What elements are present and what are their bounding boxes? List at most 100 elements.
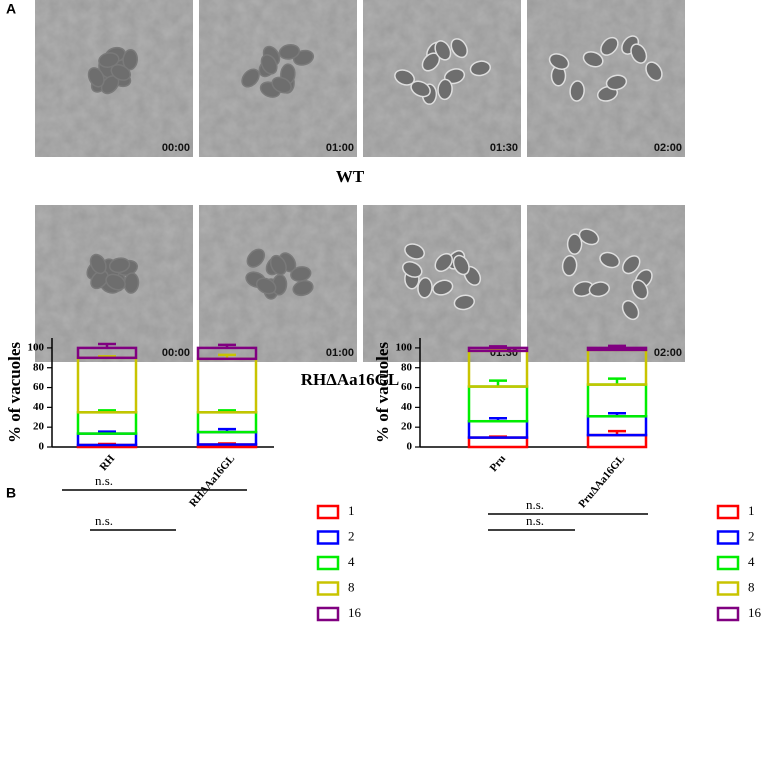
cell [645, 61, 663, 82]
timestamp: 01:00 [326, 142, 354, 154]
legend-label: 8 [748, 579, 755, 594]
error-bar [98, 342, 116, 348]
cell [89, 253, 107, 275]
panel-label: A [6, 1, 16, 17]
bar-segment [76, 356, 138, 414]
legend-label: 16 [348, 605, 362, 620]
cell [241, 68, 260, 88]
y-tick-label: 60 [33, 381, 45, 393]
cell [410, 80, 431, 98]
row-label: WT [336, 167, 365, 186]
cell [450, 38, 468, 59]
cell [605, 74, 628, 91]
cell [402, 261, 423, 278]
panel-label: B [6, 485, 16, 501]
y-tick-label: 100 [28, 341, 45, 353]
legend-label: 16 [748, 605, 762, 620]
cell [631, 279, 649, 300]
cell [108, 257, 131, 274]
cell [417, 277, 433, 299]
legend-label: 2 [748, 528, 755, 543]
cell [290, 266, 312, 282]
cell [404, 243, 425, 260]
timestamp: 01:30 [490, 142, 518, 154]
legend-label: 1 [748, 503, 755, 518]
legend-swatch [716, 530, 740, 545]
cell [600, 36, 619, 56]
significance-label: n.s. [526, 497, 544, 512]
cell [434, 252, 453, 273]
cell [621, 255, 641, 275]
cell [621, 300, 640, 321]
error-bar [489, 345, 507, 348]
y-tick-label: 0 [39, 441, 45, 453]
legend-swatch [316, 606, 340, 622]
y-tick-label: 40 [401, 401, 413, 413]
cell [394, 69, 415, 86]
legend-swatch [716, 581, 740, 596]
y-tick-label: 0 [407, 441, 413, 453]
cell [260, 54, 278, 75]
cell [630, 43, 648, 64]
cell [588, 281, 610, 298]
cell [278, 43, 301, 60]
timestamp: 02:00 [654, 347, 682, 359]
cell [87, 67, 105, 88]
timestamp: 01:00 [326, 347, 354, 359]
y-tick-label: 60 [401, 381, 413, 393]
bar-segment [586, 383, 648, 418]
bar-segment [467, 436, 529, 449]
y-tick-label: 100 [396, 341, 413, 353]
legend-label: 4 [348, 554, 355, 569]
legend-label: 2 [348, 528, 355, 543]
cell [110, 64, 132, 81]
cell [432, 279, 454, 296]
cell [548, 53, 570, 70]
cell [255, 277, 277, 295]
significance-label: n.s. [95, 513, 113, 528]
legend-swatch [316, 504, 340, 520]
cell [271, 76, 292, 94]
cell [561, 254, 578, 277]
cell [599, 251, 621, 269]
legend-swatch [716, 504, 740, 520]
y-axis-label: % of vacuoles [5, 342, 24, 443]
legend-label: 1 [348, 503, 355, 518]
cell [569, 80, 585, 102]
cell [566, 233, 583, 255]
cell [596, 85, 619, 102]
legend-label: 8 [348, 579, 355, 594]
cell [246, 248, 266, 268]
cell [452, 254, 470, 276]
y-axis-label: % of vacuoles [373, 342, 392, 443]
cell [98, 52, 120, 68]
y-tick-label: 80 [33, 361, 45, 373]
timestamp: 02:00 [654, 142, 682, 154]
cell [453, 294, 475, 311]
cell [269, 254, 287, 276]
row-label: RHΔAa16GL [301, 370, 400, 389]
cell [434, 40, 452, 61]
x-tick-label: RH [97, 453, 117, 474]
x-tick-label: RHΔAa16GL [187, 453, 237, 510]
x-tick-label: PruΔAa16GL [576, 453, 627, 510]
y-tick-label: 40 [33, 401, 45, 413]
legend-swatch [316, 530, 340, 545]
cell [582, 51, 604, 68]
bar-segment [467, 385, 529, 423]
x-tick-label: Pru [488, 453, 509, 474]
timestamp: 00:00 [162, 347, 190, 359]
legend-swatch [316, 555, 340, 571]
bar-segment [586, 433, 648, 449]
bar-segment [196, 357, 258, 414]
legend-swatch [316, 581, 340, 596]
micrograph-texture [363, 0, 521, 157]
y-tick-label: 20 [401, 421, 413, 433]
significance-label: n.s. [526, 513, 544, 528]
legend-swatch [716, 606, 740, 622]
cell [437, 78, 453, 101]
significance-label: n.s. [95, 473, 113, 488]
bar-segment [586, 346, 648, 352]
legend-label: 4 [748, 554, 755, 569]
